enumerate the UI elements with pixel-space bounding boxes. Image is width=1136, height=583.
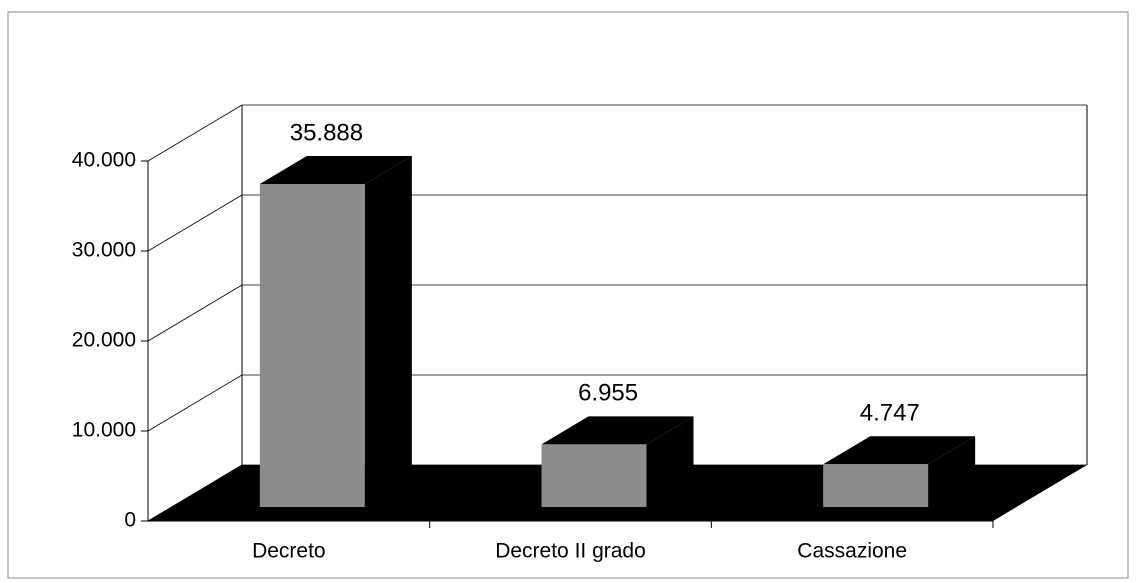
y-tick-label: 0: [124, 509, 136, 532]
data-label: 6.955: [578, 380, 638, 407]
bar: [541, 444, 647, 507]
bar: [259, 184, 365, 507]
x-tick-label: Decreto: [252, 540, 326, 563]
y-tick-label: 20.000: [72, 329, 136, 352]
y-tick-label: 40.000: [72, 149, 136, 172]
bar: [823, 464, 929, 507]
chart-frame: [7, 11, 1129, 579]
grid-line: [147, 374, 243, 432]
x-tick-label: Cassazione: [797, 540, 907, 563]
y-tick-label: 10.000: [72, 419, 136, 442]
y-tick-label: 30.000: [72, 239, 136, 262]
bar-top: [259, 156, 412, 185]
bar-top: [823, 436, 976, 465]
grid-line: [147, 104, 243, 162]
data-label: 4.747: [860, 400, 920, 427]
grid-line: [147, 194, 243, 252]
x-tick-label: Decreto II grado: [495, 540, 646, 563]
data-label: 35.888: [290, 119, 363, 146]
grid-line: [147, 284, 243, 342]
bar-side: [646, 416, 694, 507]
bar-top: [541, 416, 694, 445]
bar-side: [364, 156, 412, 507]
bar-side: [928, 436, 976, 507]
